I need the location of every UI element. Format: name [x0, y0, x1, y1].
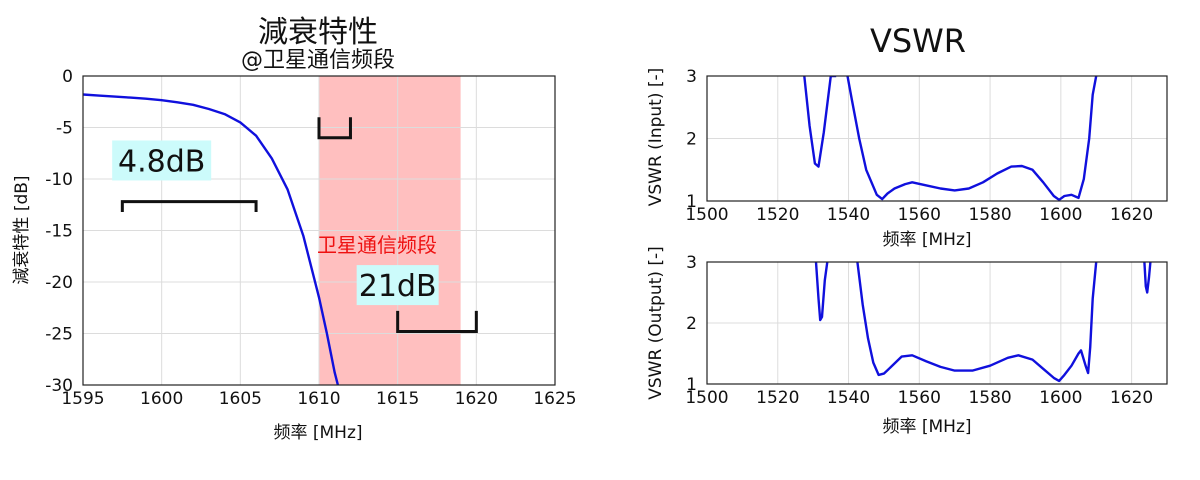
attenuation-curve-0: [83, 93, 340, 385]
attenuation-xtick-label: 1615: [376, 389, 419, 409]
satellite-band-label: 卫星通信频段: [317, 233, 437, 257]
vswr-input-ytick-label: 2: [686, 130, 697, 150]
vswr-input-curve-1: [846, 76, 1098, 201]
callout-label: 21dB: [359, 269, 437, 304]
attenuation-plot-frame: [82, 75, 556, 386]
attenuation-chart: 1595 1600 1605 1610 1615 1620 1625 0 -5 -10 -15 -20…: [45, 67, 576, 409]
attenuation-ytick-label: -30: [45, 376, 73, 396]
attenuation-ytick-label: -10: [45, 170, 73, 190]
vswr-output-chart: 1500 1520 1540 1560 1580 1600 1620 1 2 3: [685, 253, 1168, 408]
vswr-output-xtick-label: 1620: [1110, 388, 1153, 408]
callout-box: [356, 265, 439, 306]
attenuation-ytick-label: 0: [62, 67, 73, 87]
vswr-output-ytick-label: 2: [686, 314, 697, 334]
attenuation-xtick-label: 1620: [455, 389, 498, 409]
vswr-output-ytick-label: 3: [686, 253, 697, 273]
bracket-marker-0: [120, 200, 258, 212]
vswr-output-curve-2: [1143, 262, 1152, 294]
vswr-output-curve-1: [856, 262, 1098, 383]
callout-label: 4.8dB: [118, 144, 205, 179]
vswr-output-plot-frame: [706, 261, 1168, 385]
vswr-output-ylabel: VSWR (Output) [-]: [646, 246, 666, 400]
vswr-input-plot-frame: [706, 75, 1168, 202]
vswr-input-ytick-label: 3: [686, 67, 697, 87]
attenuation-ytick-label: -5: [56, 119, 73, 139]
callout-box: [112, 140, 212, 181]
vswr-input-xlabel: 频率 [MHz]: [882, 230, 971, 250]
attenuation-ytick-label: -15: [45, 222, 73, 242]
vswr-input-xtick-label: 1600: [1039, 205, 1082, 225]
vswr-output-xtick-label: 1560: [898, 388, 941, 408]
attenuation-xtick-label: 1625: [533, 389, 576, 409]
vswr-title: VSWR: [870, 22, 966, 60]
vswr-input-xtick-label: 1540: [827, 205, 870, 225]
vswr-input-xtick-label: 1560: [898, 205, 941, 225]
attenuation-ytick-label: -20: [45, 273, 73, 293]
attenuation-xtick-label: 1600: [140, 389, 183, 409]
vswr-output-xtick-label: 1500: [685, 388, 728, 408]
vswr-output-curve-0: [814, 262, 829, 322]
attenuation-ytick-label: -25: [45, 325, 73, 345]
vswr-input-ytick-label: 1: [686, 192, 697, 212]
attenuation-subtitle: @卫星通信频段: [241, 48, 395, 73]
vswr-input-ylabel: VSWR (Input) [-]: [646, 68, 666, 207]
vswr-input-chart: 1500 1520 1540 1560 1580 1600 1620 1 2 3: [685, 67, 1168, 225]
vswr-input-xtick-label: 1620: [1110, 205, 1153, 225]
bracket-marker-1: [317, 117, 352, 140]
vswr-output-xtick-label: 1580: [968, 388, 1011, 408]
attenuation-xtick-label: 1605: [219, 389, 262, 409]
vswr-input-curve-0: [803, 76, 837, 168]
vswr-input-xtick-label: 1500: [685, 205, 728, 225]
attenuation-ylabel: 減衰特性 [dB]: [12, 175, 32, 284]
vswr-input-xtick-label: 1520: [756, 205, 799, 225]
vswr-output-ytick-label: 1: [686, 375, 697, 395]
vswr-output-xlabel: 频率 [MHz]: [882, 417, 971, 437]
attenuation-title: 減衰特性: [258, 15, 378, 50]
attenuation-xlabel: 频率 [MHz]: [273, 423, 362, 443]
bracket-marker-2: [396, 310, 478, 333]
attenuation-xtick-label: 1610: [297, 389, 340, 409]
vswr-output-xtick-label: 1540: [827, 388, 870, 408]
vswr-output-xtick-label: 1520: [756, 388, 799, 408]
attenuation-xtick-label: 1595: [61, 389, 104, 409]
vswr-input-xtick-label: 1580: [968, 205, 1011, 225]
vswr-output-xtick-label: 1600: [1039, 388, 1082, 408]
